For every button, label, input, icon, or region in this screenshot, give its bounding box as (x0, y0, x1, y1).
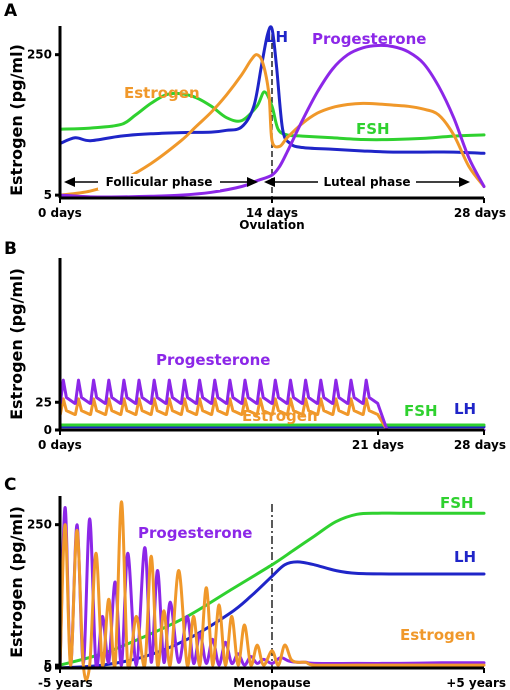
y-tick-label: 250 (27, 48, 52, 62)
panel-label-b: B (4, 239, 17, 259)
panel-a: A Estrogen (pg/ml) 5 250 0 days 14 days 28 d… (4, 1, 506, 232)
series-label-progesterone-c: Progesterone (138, 524, 252, 542)
panel-c: C Estrogen (pg/ml) 05 250 -5 years Menopaus… (4, 475, 506, 690)
series-line-progesterone-a (58, 43, 486, 199)
follicular-arrow-left-head (64, 177, 75, 187)
series-label-estrogen-b: Estrogen (242, 407, 318, 425)
x-tick-label: -5 years (38, 676, 93, 690)
y-tick-label: 0 (44, 661, 52, 675)
x-tick-label: 28 days (454, 206, 506, 220)
x-tick-label: 0 days (38, 206, 82, 220)
follicular-arrow-right-head (247, 177, 258, 187)
x-tick-label: 14 days (246, 206, 298, 220)
x-tick-label: Menopause (233, 676, 310, 690)
x-tick-label: +5 years (446, 676, 506, 690)
series-label-lh-a: LH (266, 28, 288, 46)
series-line-progesterone-b (58, 378, 486, 432)
y-axis-label-c: Estrogen (pg/ml) (7, 506, 26, 658)
y-tick-label: 250 (27, 518, 52, 532)
panel-label-a: A (4, 1, 18, 21)
y-axis-label-b: Estrogen (pg/ml) (7, 268, 26, 420)
series-label-lh-c: LH (454, 548, 476, 566)
luteal-arrow-right-head (459, 177, 470, 187)
series-label-estrogen-c: Estrogen (400, 626, 476, 644)
series-label-fsh-c: FSH (440, 494, 474, 512)
series-line-estrogen-a (58, 53, 486, 197)
y-axis-label-a: Estrogen (pg/ml) (7, 44, 26, 196)
series-label-lh-b: LH (454, 400, 476, 418)
x-tick-label: 28 days (454, 438, 506, 452)
series-line-lh-a (58, 25, 486, 155)
series-label-fsh-a: FSH (356, 120, 390, 138)
series-label-estrogen-a: Estrogen (124, 84, 200, 102)
series-line-fsh-a (58, 90, 486, 142)
panel-b: B Estrogen (pg/ml) 0 25 0 days 21 days 28 da… (4, 239, 506, 452)
luteal-label-bg (318, 174, 416, 190)
series-line-estrogen-b (58, 397, 486, 432)
series-label-progesterone-a: Progesterone (312, 30, 426, 48)
series-label-progesterone-b: Progesterone (156, 351, 270, 369)
x-tick-label: 21 days (352, 438, 404, 452)
y-tick-label: 5 (44, 188, 52, 202)
luteal-phase-label: Luteal phase (324, 175, 411, 189)
panel-label-c: C (4, 475, 16, 495)
luteal-arrow-left-head (264, 177, 275, 187)
follicular-label-bg (98, 174, 220, 190)
series-line-estrogen-c (58, 500, 486, 682)
y-tick-label: 25 (35, 395, 52, 409)
follicular-phase-label: Follicular phase (106, 175, 213, 189)
y-tick-label: 0 (44, 423, 52, 437)
x-tick-label: 0 days (38, 438, 82, 452)
series-label-fsh-b: FSH (404, 402, 438, 420)
y-tick-label: 5 (44, 658, 52, 672)
ovulation-label: Ovulation (239, 218, 304, 232)
